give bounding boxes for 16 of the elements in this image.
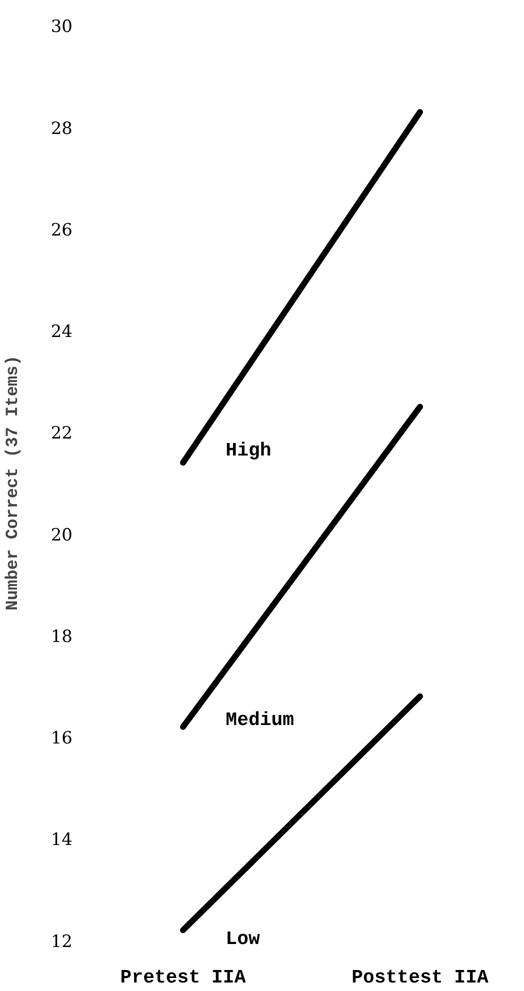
series-label: Low — [226, 928, 260, 950]
y-tick-label: 14 — [50, 830, 73, 850]
y-tick-label: 30 — [50, 17, 73, 38]
y-tick-label: 12 — [50, 932, 73, 952]
series-label: High — [226, 439, 272, 462]
x-tick-label: Posttest IIA — [352, 966, 489, 988]
y-tick-label: 26 — [50, 220, 73, 240]
series-label: Medium — [226, 709, 294, 732]
y-tick-label: 24 — [50, 322, 73, 342]
y-tick-label: 20 — [50, 525, 73, 546]
y-tick-label: 18 — [50, 626, 73, 647]
y-axis-title: Number Correct (37 Items) — [4, 355, 23, 611]
y-tick-label: 22 — [50, 424, 73, 444]
y-tick-label: 28 — [50, 118, 73, 139]
y-tick-label: 16 — [50, 728, 73, 749]
x-tick-label: Pretest IIA — [120, 966, 246, 988]
